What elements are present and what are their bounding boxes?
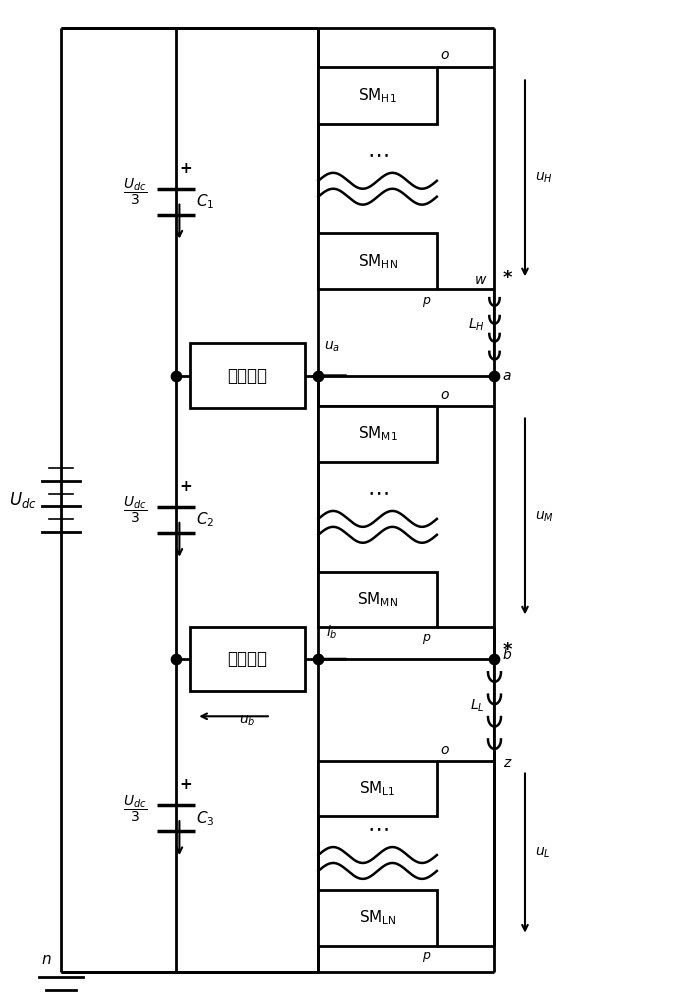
Text: $L_H$: $L_H$ bbox=[468, 317, 484, 333]
Bar bbox=[318, 890, 437, 946]
Text: $\dfrac{U_{dc}}{3}$: $\dfrac{U_{dc}}{3}$ bbox=[124, 495, 148, 525]
Text: o: o bbox=[440, 48, 449, 62]
Text: $u_L$: $u_L$ bbox=[535, 846, 551, 860]
Text: $\mathrm{SM}_{\mathrm{MN}}$: $\mathrm{SM}_{\mathrm{MN}}$ bbox=[357, 590, 398, 609]
Text: 第一负载: 第一负载 bbox=[227, 367, 267, 385]
Text: *: * bbox=[503, 641, 512, 659]
Text: o: o bbox=[440, 743, 449, 757]
Text: p: p bbox=[423, 631, 430, 644]
Text: $C_2$: $C_2$ bbox=[196, 511, 214, 529]
Text: $\mathrm{SM}_{\mathrm{M1}}$: $\mathrm{SM}_{\mathrm{M1}}$ bbox=[358, 425, 398, 443]
Text: $\mathrm{SM}_{\mathrm{LN}}$: $\mathrm{SM}_{\mathrm{LN}}$ bbox=[359, 908, 396, 927]
Text: $u_M$: $u_M$ bbox=[535, 509, 554, 524]
Text: +: + bbox=[179, 479, 192, 494]
Text: p: p bbox=[423, 294, 430, 307]
Bar bbox=[318, 67, 437, 124]
Point bbox=[170, 651, 181, 667]
Text: $\mathrm{SM}_{\mathrm{HN}}$: $\mathrm{SM}_{\mathrm{HN}}$ bbox=[358, 252, 398, 271]
Text: $u_H$: $u_H$ bbox=[535, 171, 553, 185]
Point bbox=[489, 651, 500, 667]
Bar bbox=[190, 627, 305, 691]
Text: $C_3$: $C_3$ bbox=[196, 809, 215, 828]
Text: a: a bbox=[503, 369, 511, 383]
Text: *: * bbox=[503, 269, 512, 287]
Text: $i_b$: $i_b$ bbox=[326, 624, 337, 641]
Text: w: w bbox=[475, 273, 486, 287]
Text: 第二负载: 第二负载 bbox=[227, 650, 267, 668]
Bar bbox=[190, 343, 305, 408]
Text: +: + bbox=[179, 777, 192, 792]
Text: b: b bbox=[503, 648, 511, 662]
Text: $\dfrac{U_{dc}}{3}$: $\dfrac{U_{dc}}{3}$ bbox=[124, 793, 148, 824]
Point bbox=[313, 368, 324, 384]
Text: z: z bbox=[503, 756, 510, 770]
Bar bbox=[318, 233, 437, 289]
Text: $\cdots$: $\cdots$ bbox=[367, 482, 388, 502]
Text: $\cdots$: $\cdots$ bbox=[367, 818, 388, 838]
Text: +: + bbox=[179, 161, 192, 176]
Bar bbox=[318, 761, 437, 816]
Text: $L_L$: $L_L$ bbox=[470, 698, 484, 714]
Bar bbox=[318, 406, 437, 462]
Point bbox=[489, 368, 500, 384]
Text: $U_{dc}$: $U_{dc}$ bbox=[10, 490, 37, 510]
Text: o: o bbox=[440, 388, 449, 402]
Point bbox=[170, 368, 181, 384]
Text: n: n bbox=[41, 952, 51, 967]
Point bbox=[313, 651, 324, 667]
Text: $\mathrm{SM}_{\mathrm{H1}}$: $\mathrm{SM}_{\mathrm{H1}}$ bbox=[358, 86, 397, 105]
Text: p: p bbox=[423, 949, 430, 962]
Text: $\mathrm{SM}_{\mathrm{L1}}$: $\mathrm{SM}_{\mathrm{L1}}$ bbox=[359, 779, 396, 798]
Text: $u_a$: $u_a$ bbox=[324, 339, 340, 354]
Text: $u_b$: $u_b$ bbox=[239, 713, 256, 728]
Text: $\dfrac{U_{dc}}{3}$: $\dfrac{U_{dc}}{3}$ bbox=[124, 176, 148, 207]
Text: $\cdots$: $\cdots$ bbox=[367, 144, 388, 164]
Bar bbox=[318, 572, 437, 627]
Text: $C_1$: $C_1$ bbox=[196, 192, 215, 211]
